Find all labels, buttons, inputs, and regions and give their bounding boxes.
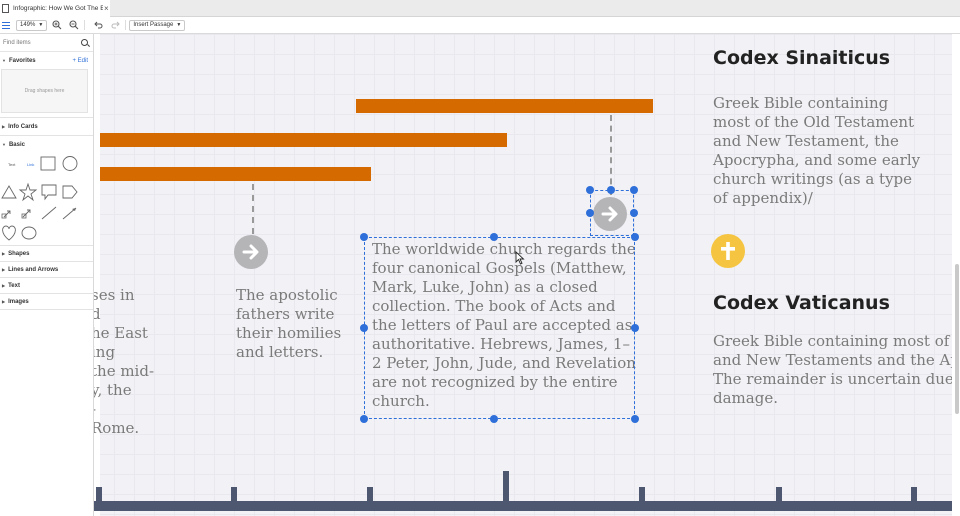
arrow-selection-box	[590, 190, 634, 236]
chevron-right-icon: ▶	[2, 251, 6, 256]
resize-handle[interactable]	[630, 186, 638, 194]
resize-handle[interactable]	[631, 233, 639, 241]
toolbar: 149% ▼ Insert Passage ▼	[0, 17, 960, 34]
chevron-down-icon: ▼	[2, 58, 6, 63]
zoom-value: 149%	[20, 22, 36, 28]
cross-icon[interactable]	[711, 234, 745, 268]
mouse-cursor-icon	[515, 251, 525, 265]
connector-line[interactable]	[252, 184, 254, 234]
redo-icon[interactable]	[108, 19, 122, 31]
link-shape: Link	[27, 162, 34, 167]
timeline-bar[interactable]	[100, 133, 507, 147]
resize-handle[interactable]	[360, 415, 368, 423]
chevron-right-icon: ▶	[2, 283, 6, 288]
connector-line[interactable]	[610, 115, 612, 195]
basic-shapes-grid: Text Link	[0, 153, 93, 245]
codex-vaticanus-text[interactable]: Greek Bible containing most of th and Ne…	[713, 332, 953, 407]
shape-search[interactable]: Find items	[0, 34, 93, 52]
zoom-out-icon[interactable]	[67, 19, 81, 31]
favorites-header[interactable]: ▼ Favorites + Edit	[2, 57, 88, 64]
timeline-bar[interactable]	[356, 99, 653, 113]
resize-handle[interactable]	[631, 324, 639, 332]
timeline-tick[interactable]	[96, 487, 102, 501]
section-basic[interactable]: ▼ Basic	[2, 141, 25, 148]
timeline-tick[interactable]	[367, 487, 373, 501]
codex-sinaiticus-text[interactable]: Greek Bible containing most of the Old T…	[713, 94, 921, 207]
toolbar-divider	[125, 20, 127, 30]
timeline-bar[interactable]	[100, 167, 371, 181]
timeline-tick[interactable]	[639, 487, 645, 501]
resize-handle[interactable]	[586, 186, 594, 194]
timeline-tick-major[interactable]	[503, 471, 509, 501]
apostolic-fathers-text[interactable]: The apostolic fathers write their homili…	[236, 286, 342, 361]
zoom-in-icon[interactable]	[50, 19, 64, 31]
chevron-right-icon: ▶	[2, 124, 6, 129]
document-tab-title: Infographic: How We Got The Bible	[13, 5, 103, 12]
timeline-axis[interactable]	[94, 501, 954, 511]
document-icon	[2, 4, 9, 13]
search-input[interactable]: Find items	[3, 39, 31, 46]
resize-handle[interactable]	[607, 186, 615, 194]
resize-handle[interactable]	[360, 324, 368, 332]
codex-sinaiticus-title[interactable]: Codex Sinaiticus	[713, 47, 891, 69]
insert-passage-label: Insert Passage	[133, 22, 174, 28]
edit-favorites-link[interactable]: + Edit	[72, 57, 88, 64]
text-shape: Text	[8, 162, 16, 167]
section-shapes[interactable]: ▶ Shapes	[2, 250, 30, 257]
chevron-down-icon: ▼	[38, 22, 44, 28]
undo-icon[interactable]	[91, 19, 105, 31]
text-selection-box	[364, 237, 635, 419]
vertical-scrollbar[interactable]	[955, 264, 959, 414]
zoom-dropdown[interactable]: 149% ▼	[16, 19, 48, 31]
resize-handle[interactable]	[630, 209, 638, 217]
menu-icon[interactable]	[2, 21, 10, 29]
timeline-tick[interactable]	[911, 487, 917, 501]
codex-vaticanus-title[interactable]: Codex Vaticanus	[713, 292, 890, 314]
document-tab[interactable]: Infographic: How We Got The Bible ×	[0, 0, 110, 17]
insert-passage-dropdown[interactable]: Insert Passage ▼	[129, 19, 186, 31]
section-lines-arrows[interactable]: ▶ Lines and Arrows	[2, 266, 59, 273]
section-text[interactable]: ▶ Text	[2, 282, 20, 289]
search-icon[interactable]	[81, 39, 88, 46]
tab-bar: Infographic: How We Got The Bible ×	[0, 0, 960, 17]
timeline-tick[interactable]	[231, 487, 237, 501]
chevron-right-icon: ▶	[2, 267, 6, 272]
section-images[interactable]: ▶ Images	[2, 298, 29, 305]
resize-handle[interactable]	[360, 233, 368, 241]
left-timeline-text[interactable]: ses in d he East ing the mid- y, the - R…	[94, 286, 155, 437]
shape-library-panel: Find items ▼ Favorites + Edit Drag shapes…	[0, 34, 94, 516]
toolbar-divider	[84, 20, 86, 30]
arrow-right-icon[interactable]	[593, 197, 627, 231]
resize-handle[interactable]	[490, 233, 498, 241]
resize-handle[interactable]	[490, 415, 498, 423]
page-margin	[94, 34, 100, 516]
resize-handle[interactable]	[631, 415, 639, 423]
close-tab-icon[interactable]: ×	[104, 4, 109, 13]
chevron-down-icon: ▼	[2, 142, 6, 147]
arrow-right-icon[interactable]	[234, 235, 268, 269]
timeline-tick[interactable]	[776, 487, 782, 501]
diagram-canvas[interactable]: ses in d he East ing the mid- y, the - R…	[94, 34, 960, 516]
selected-text-block[interactable]: The worldwide church regards the four ca…	[372, 240, 636, 410]
favorites-dropzone[interactable]: Drag shapes here	[1, 69, 88, 113]
section-info-cards[interactable]: ▶ Info Cards	[2, 123, 38, 130]
chevron-right-icon: ▶	[2, 299, 6, 304]
chevron-down-icon: ▼	[176, 22, 182, 28]
resize-handle[interactable]	[586, 209, 594, 217]
